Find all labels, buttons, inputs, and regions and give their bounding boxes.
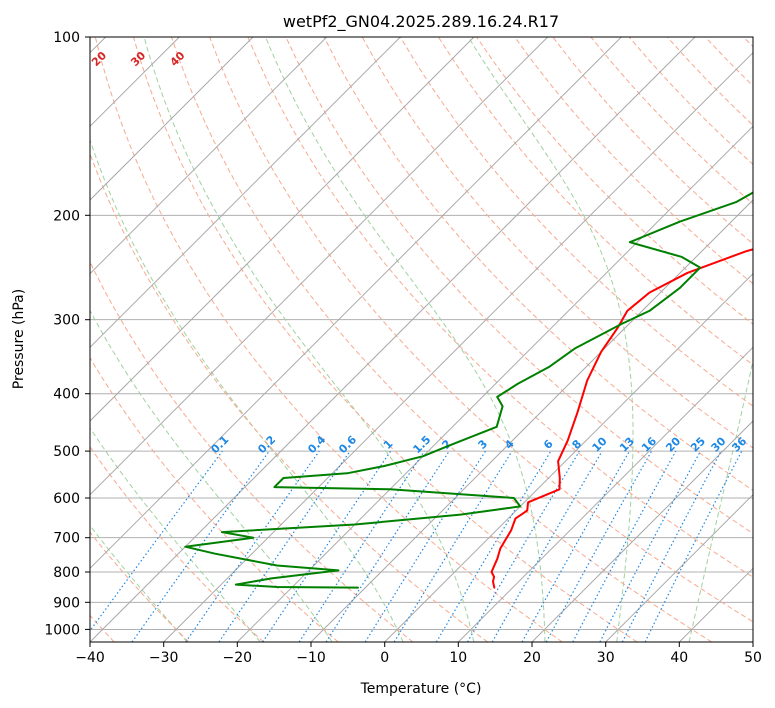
- dry-adiabat-line: [323, 37, 753, 491]
- isotherms: [90, 37, 753, 642]
- x-tick-label: 30: [597, 650, 615, 666]
- x-tick-label: −20: [223, 650, 253, 666]
- y-axis-title: Pressure (hPa): [11, 289, 27, 389]
- x-tick-label: −40: [75, 650, 105, 666]
- axes: −40 −30 −20 −10 0 10 20 30 40 50 100 200 300 400 500 60…: [44, 30, 762, 666]
- mixing-ratio-line: [298, 450, 425, 642]
- x-tick-label: 40: [670, 650, 688, 666]
- mixing-ratio-line: [644, 450, 743, 642]
- dry-adiabat-line: [90, 356, 339, 642]
- dry-adiabat-line: [94, 37, 563, 642]
- mixing-ratio-line: [572, 450, 677, 642]
- temperature-profile-line: [490, 248, 753, 589]
- dry-adiabat-line: [90, 152, 488, 642]
- y-tick-label: 900: [53, 595, 80, 611]
- dewpoint-profile-line: [184, 191, 753, 589]
- pressure-gridlines: [90, 37, 753, 630]
- isotherm-line: [90, 37, 549, 496]
- dry-adiabat-line: [437, 37, 753, 366]
- moist-adiabat-line: [688, 358, 753, 642]
- x-tick-label: 20: [523, 650, 541, 666]
- mixing-ratio-line: [185, 450, 320, 642]
- plot-area: 0.10.20.40.611.52346810131620253036-100-…: [90, 37, 753, 642]
- isotherm-line: [163, 51, 753, 642]
- y-tick-label: 100: [53, 30, 80, 46]
- y-tick-label: 800: [53, 565, 80, 581]
- dry-adiabat-line: [90, 446, 264, 642]
- mixing-ratio-lines: [90, 450, 743, 642]
- isotherm-line: [90, 37, 696, 642]
- isotherm-line: [90, 37, 622, 570]
- x-tick-label: −10: [296, 650, 326, 666]
- profile-series: [184, 191, 753, 589]
- moist-adiabat-line: [90, 427, 261, 642]
- mixing-ratio-line: [218, 450, 351, 642]
- isotherm-line: [457, 346, 753, 642]
- y-tick-label: 700: [53, 531, 80, 547]
- y-tick-label: 300: [53, 313, 80, 329]
- moist-adiabat-line: [265, 37, 546, 642]
- moist-adiabat-line: [143, 37, 475, 642]
- mixing-ratio-line: [393, 450, 513, 642]
- y-tick-label: 400: [53, 387, 80, 403]
- dry-adiabat-line: [171, 37, 712, 642]
- isotherm-line: [236, 125, 753, 642]
- mixing-ratio-line: [325, 450, 450, 642]
- chart-title: wetPf2_GN04.2025.289.16.24.R17: [283, 12, 559, 32]
- isotherm-line: [90, 37, 475, 422]
- dry-adiabat-line: [285, 37, 753, 535]
- isotherm-line: [605, 493, 753, 642]
- y-tick-label: 600: [53, 491, 80, 507]
- dry-adiabat-line: [247, 37, 753, 578]
- mixing-ratio-line: [262, 450, 392, 642]
- isotherm-line: [90, 37, 254, 201]
- isotherm-line: [384, 272, 753, 642]
- x-tick-label: 0: [380, 650, 389, 666]
- x-tick-label: 10: [449, 650, 467, 666]
- mixing-ratio-line: [90, 450, 223, 632]
- isotherm-line: [90, 37, 401, 349]
- x-axis-title: Temperature (°C): [360, 681, 482, 697]
- mixing-ratio-line: [131, 450, 270, 642]
- y-tick-label: 1000: [44, 622, 80, 638]
- isotherm-line: [90, 37, 328, 275]
- x-tick-label: 50: [744, 650, 762, 666]
- dry-adiabat-line: [399, 37, 753, 407]
- mixing-ratio-line: [521, 450, 631, 642]
- y-tick-label: 200: [53, 208, 80, 224]
- mixing-ratio-line: [545, 450, 653, 642]
- plot-frame: [89, 36, 754, 643]
- y-tick-label: 500: [53, 444, 80, 460]
- moist-adiabat-line: [90, 309, 333, 642]
- dry-adiabat-line: [132, 37, 638, 642]
- isotherm-line: [310, 199, 753, 642]
- x-tick-label: −30: [149, 650, 179, 666]
- dry-adiabat-line: [90, 531, 190, 642]
- dry-adiabat-line: [514, 37, 753, 285]
- dry-adiabat-line: [361, 37, 753, 449]
- isotherm-line: [531, 420, 753, 642]
